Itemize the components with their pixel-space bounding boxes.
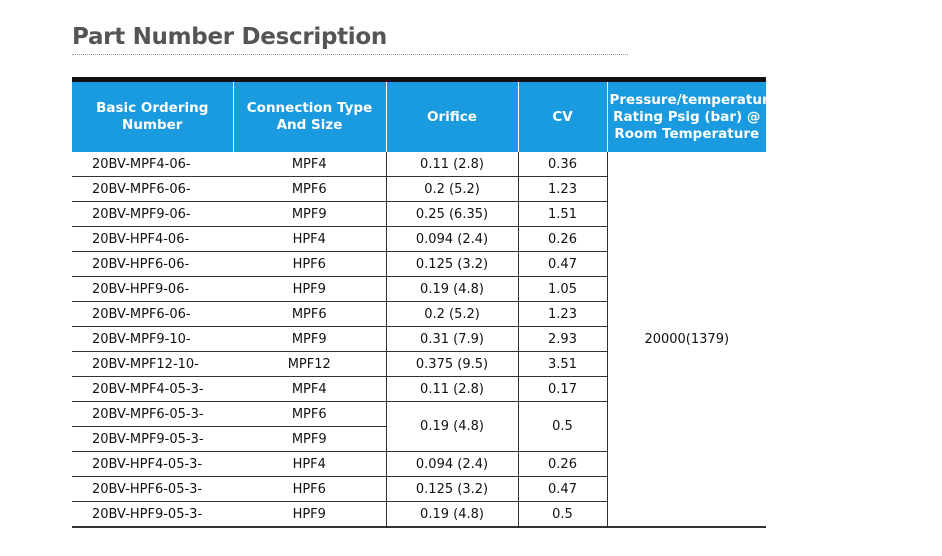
table-row: 20BV-HPF4-05-3- HPF4 0.094 (2.4) 0.26 [72, 451, 766, 477]
table-cell: 20BV-HPF6-06- [72, 251, 233, 277]
table-cell: HPF6 [233, 251, 386, 277]
table-cell: 0.36 [517, 152, 607, 177]
table-cell: 0.19 (4.8) [385, 401, 518, 452]
table-cell: 20BV-HPF9-05-3- [92, 506, 203, 522]
table-row: 20BV-MPF4-05-3- MPF4 0.11 (2.8) 0.17 [72, 376, 766, 402]
table-row: 20BV-MPF9-10- MPF9 0.31 (7.9) 2.93 [72, 326, 766, 352]
table-cell: 20BV-MPF4-05-3- [72, 376, 233, 402]
table-cell: HPF9 [292, 506, 326, 522]
header-row: Basic Ordering Number Connection Type And… [72, 79, 778, 152]
table-cell: 20BV-HPF4-05-3- [72, 451, 233, 477]
table-cell: 0.25 (6.35) [385, 201, 518, 227]
page-title: Part Number Description [72, 24, 387, 50]
table-cell: 0.31 (7.9) [385, 326, 518, 352]
table-cell: 0.19 (4.8) [385, 501, 518, 527]
table-row: 20BV-MPF9-05-3- MPF9 [72, 426, 766, 452]
table-cell: 0.26 [517, 226, 607, 252]
table-cell: MPF6 [233, 176, 386, 202]
table-cell: 20BV-MPF9-05-3- [72, 426, 233, 452]
table-cell: 20BV-MPF4-06- [72, 152, 233, 177]
table-cell: 3.51 [517, 351, 607, 377]
table-row: 20BV-MPF4-06- MPF4 0.11 (2.8) 0.36 20000(137… [72, 152, 766, 527]
table-cell: 1.05 [517, 276, 607, 302]
column-header: Orifice [385, 79, 518, 152]
table-cell: HPF9 [233, 276, 386, 302]
pressure-cell: 20000(1379) [606, 152, 766, 527]
table-cell: MPF6 [233, 401, 386, 427]
table-cell: 0.2 (5.2) [385, 176, 518, 202]
table-row: 20BV-MPF6-06- MPF6 0.2 (5.2) 1.23 [72, 301, 766, 327]
table-cell: 0.26 [517, 451, 607, 477]
table-row: 20BV-MPF12-10- MPF12 0.375 (9.5) 3.51 [72, 351, 766, 377]
table-cell: 0.11 (2.8) [385, 376, 518, 402]
table-row: 20BV-MPF6-06- MPF6 0.2 (5.2) 1.23 [72, 176, 766, 202]
table-cell: MPF4 [233, 376, 386, 402]
table-cell: 20BV-MPF12-10- [72, 351, 233, 377]
table-cell: HPF4 [233, 226, 386, 252]
title-underline [72, 54, 628, 55]
table-row: 20BV-MPF6-05-3- MPF6 0.19 (4.8) 0.5 [72, 401, 766, 452]
table-cell: 2.93 [517, 326, 607, 352]
table-cell: 0.125 (3.2) [385, 476, 518, 502]
table-cell: 20BV-HPF4-06- [72, 226, 233, 252]
table-cell: 20BV-MPF9-06- [72, 201, 233, 227]
table-cell: MPF9 [233, 201, 386, 227]
table-cell: 0.375 (9.5) [385, 351, 518, 377]
table-cell: HPF6 [233, 476, 386, 502]
table-cell: 1.23 [517, 176, 607, 202]
table-cell: 0.125 (3.2) [385, 251, 518, 277]
column-header: Pressure/temperature Rating Psig (bar) @… [606, 79, 778, 152]
table-cell: 0.5 [517, 401, 607, 452]
table-row: 20BV-HPF9-05-3- HPF9 0.19 (4.8) 0.5 [72, 501, 766, 527]
column-header: Connection Type And Size [232, 79, 386, 152]
table-cell: MPF4 [233, 152, 386, 177]
table-cell: MPF9 [233, 426, 386, 452]
table-row: 20BV-HPF4-06- HPF4 0.094 (2.4) 0.26 [72, 226, 766, 252]
table-cell: MPF12 [233, 351, 386, 377]
table-cell: MPF6 [233, 301, 386, 327]
table-cell: 20BV-MPF6-06- [72, 301, 233, 327]
table-cell: 0.17 [517, 376, 607, 402]
part-table: Basic Ordering Number Connection Type And… [72, 77, 778, 528]
table-cell: 0.47 [517, 251, 607, 277]
table-cell: 0.11 (2.8) [385, 152, 518, 177]
table-row: 20BV-HPF6-05-3- HPF6 0.125 (3.2) 0.47 [72, 476, 766, 502]
table-cell: 20BV-MPF6-06- [72, 176, 233, 202]
table-cell: MPF9 [233, 326, 386, 352]
column-header: Basic Ordering Number [72, 79, 233, 152]
table-row: 20BV-MPF9-06- MPF9 0.25 (6.35) 1.51 [72, 201, 766, 227]
table-row: 20BV-HPF6-06- HPF6 0.125 (3.2) 0.47 [72, 251, 766, 277]
table-cell: 1.51 [517, 201, 607, 227]
table-cell: HPF4 [233, 451, 386, 477]
table-cell: 0.2 (5.2) [385, 301, 518, 327]
table-cell: 20BV-HPF9-06- [72, 276, 233, 302]
table-cell: 20BV-MPF6-05-3- [72, 401, 233, 427]
table-cell: 0.5 [517, 501, 607, 527]
table-cell: 0.094 (2.4) [385, 451, 518, 477]
table-cell: 0.19 (4.8) [385, 276, 518, 302]
table-row: 20BV-HPF9-06- HPF9 0.19 (4.8) 1.05 [72, 276, 766, 302]
table-cell: 0.47 [517, 476, 607, 502]
table-cell: 0.094 (2.4) [385, 226, 518, 252]
column-header: CV [517, 79, 607, 152]
table-cell: 20BV-HPF6-05-3- [72, 476, 233, 502]
table-body: 20BV-MPF4-06- MPF4 0.11 (2.8) 0.36 20000(137… [72, 152, 766, 527]
table-cell: 1.23 [517, 301, 607, 327]
table-cell: 20BV-MPF9-10- [72, 326, 233, 352]
